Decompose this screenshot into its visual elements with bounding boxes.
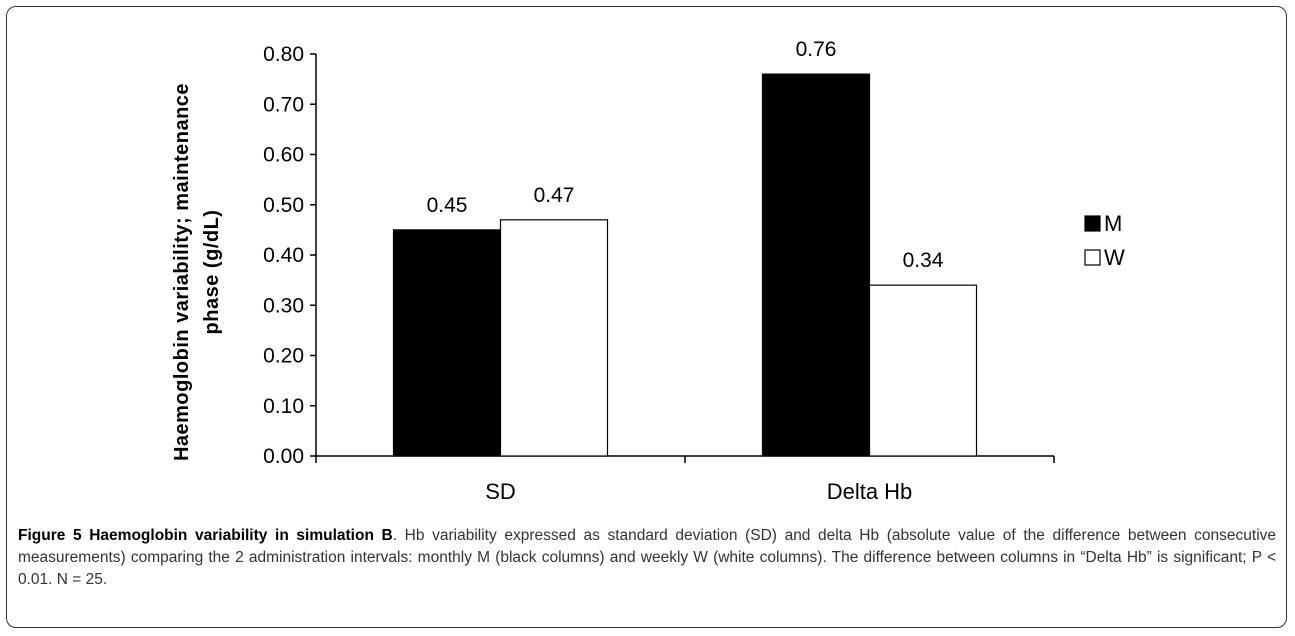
figure-caption: Figure 5 Haemoglobin variability in simu… bbox=[18, 525, 1276, 591]
y-tick-label: 0.50 bbox=[263, 194, 304, 217]
data-label: 0.76 bbox=[796, 38, 837, 61]
data-label: 0.47 bbox=[534, 184, 575, 207]
bar-M-delta-hb bbox=[761, 73, 871, 457]
legend-label: W bbox=[1104, 245, 1125, 270]
x-tick-label: SD bbox=[485, 479, 516, 504]
y-tick-label: 0.70 bbox=[263, 93, 304, 116]
y-tick-label: 0.00 bbox=[263, 445, 304, 468]
bar-W-sd bbox=[499, 219, 609, 457]
y-tick-label: 0.80 bbox=[263, 43, 304, 66]
caption-body: . Hb variability expressed as standard d… bbox=[18, 527, 1277, 588]
x-tick-label: Delta Hb bbox=[827, 479, 913, 504]
y-tick-label: 0.10 bbox=[263, 395, 304, 418]
y-tick-label: 0.60 bbox=[263, 144, 304, 167]
bar-chart: 0.00 0.10 0.20 0.30 0.40 0.50 0.60 0.70 0.80 0.4… bbox=[171, 38, 1125, 504]
y-tick-label: 0.40 bbox=[263, 244, 304, 267]
legend-swatch-M bbox=[1084, 215, 1101, 232]
y-tick-label: 0.30 bbox=[263, 294, 304, 317]
y-tick-label: 0.20 bbox=[263, 345, 304, 368]
legend-swatch-W bbox=[1084, 249, 1101, 266]
bar-W-delta-hb bbox=[868, 284, 978, 457]
data-label: 0.45 bbox=[427, 194, 468, 217]
y-axis-label-line2: phase (g/dL) bbox=[201, 210, 223, 335]
figure-frame bbox=[6, 6, 1287, 628]
data-label: 0.34 bbox=[903, 249, 944, 272]
y-axis-label-line1: Haemoglobin variability; maintenance bbox=[171, 83, 193, 461]
bar-M-sd bbox=[392, 229, 502, 457]
caption-title: Figure 5 Haemoglobin variability in simu… bbox=[18, 527, 393, 544]
legend-label: M bbox=[1104, 211, 1122, 236]
